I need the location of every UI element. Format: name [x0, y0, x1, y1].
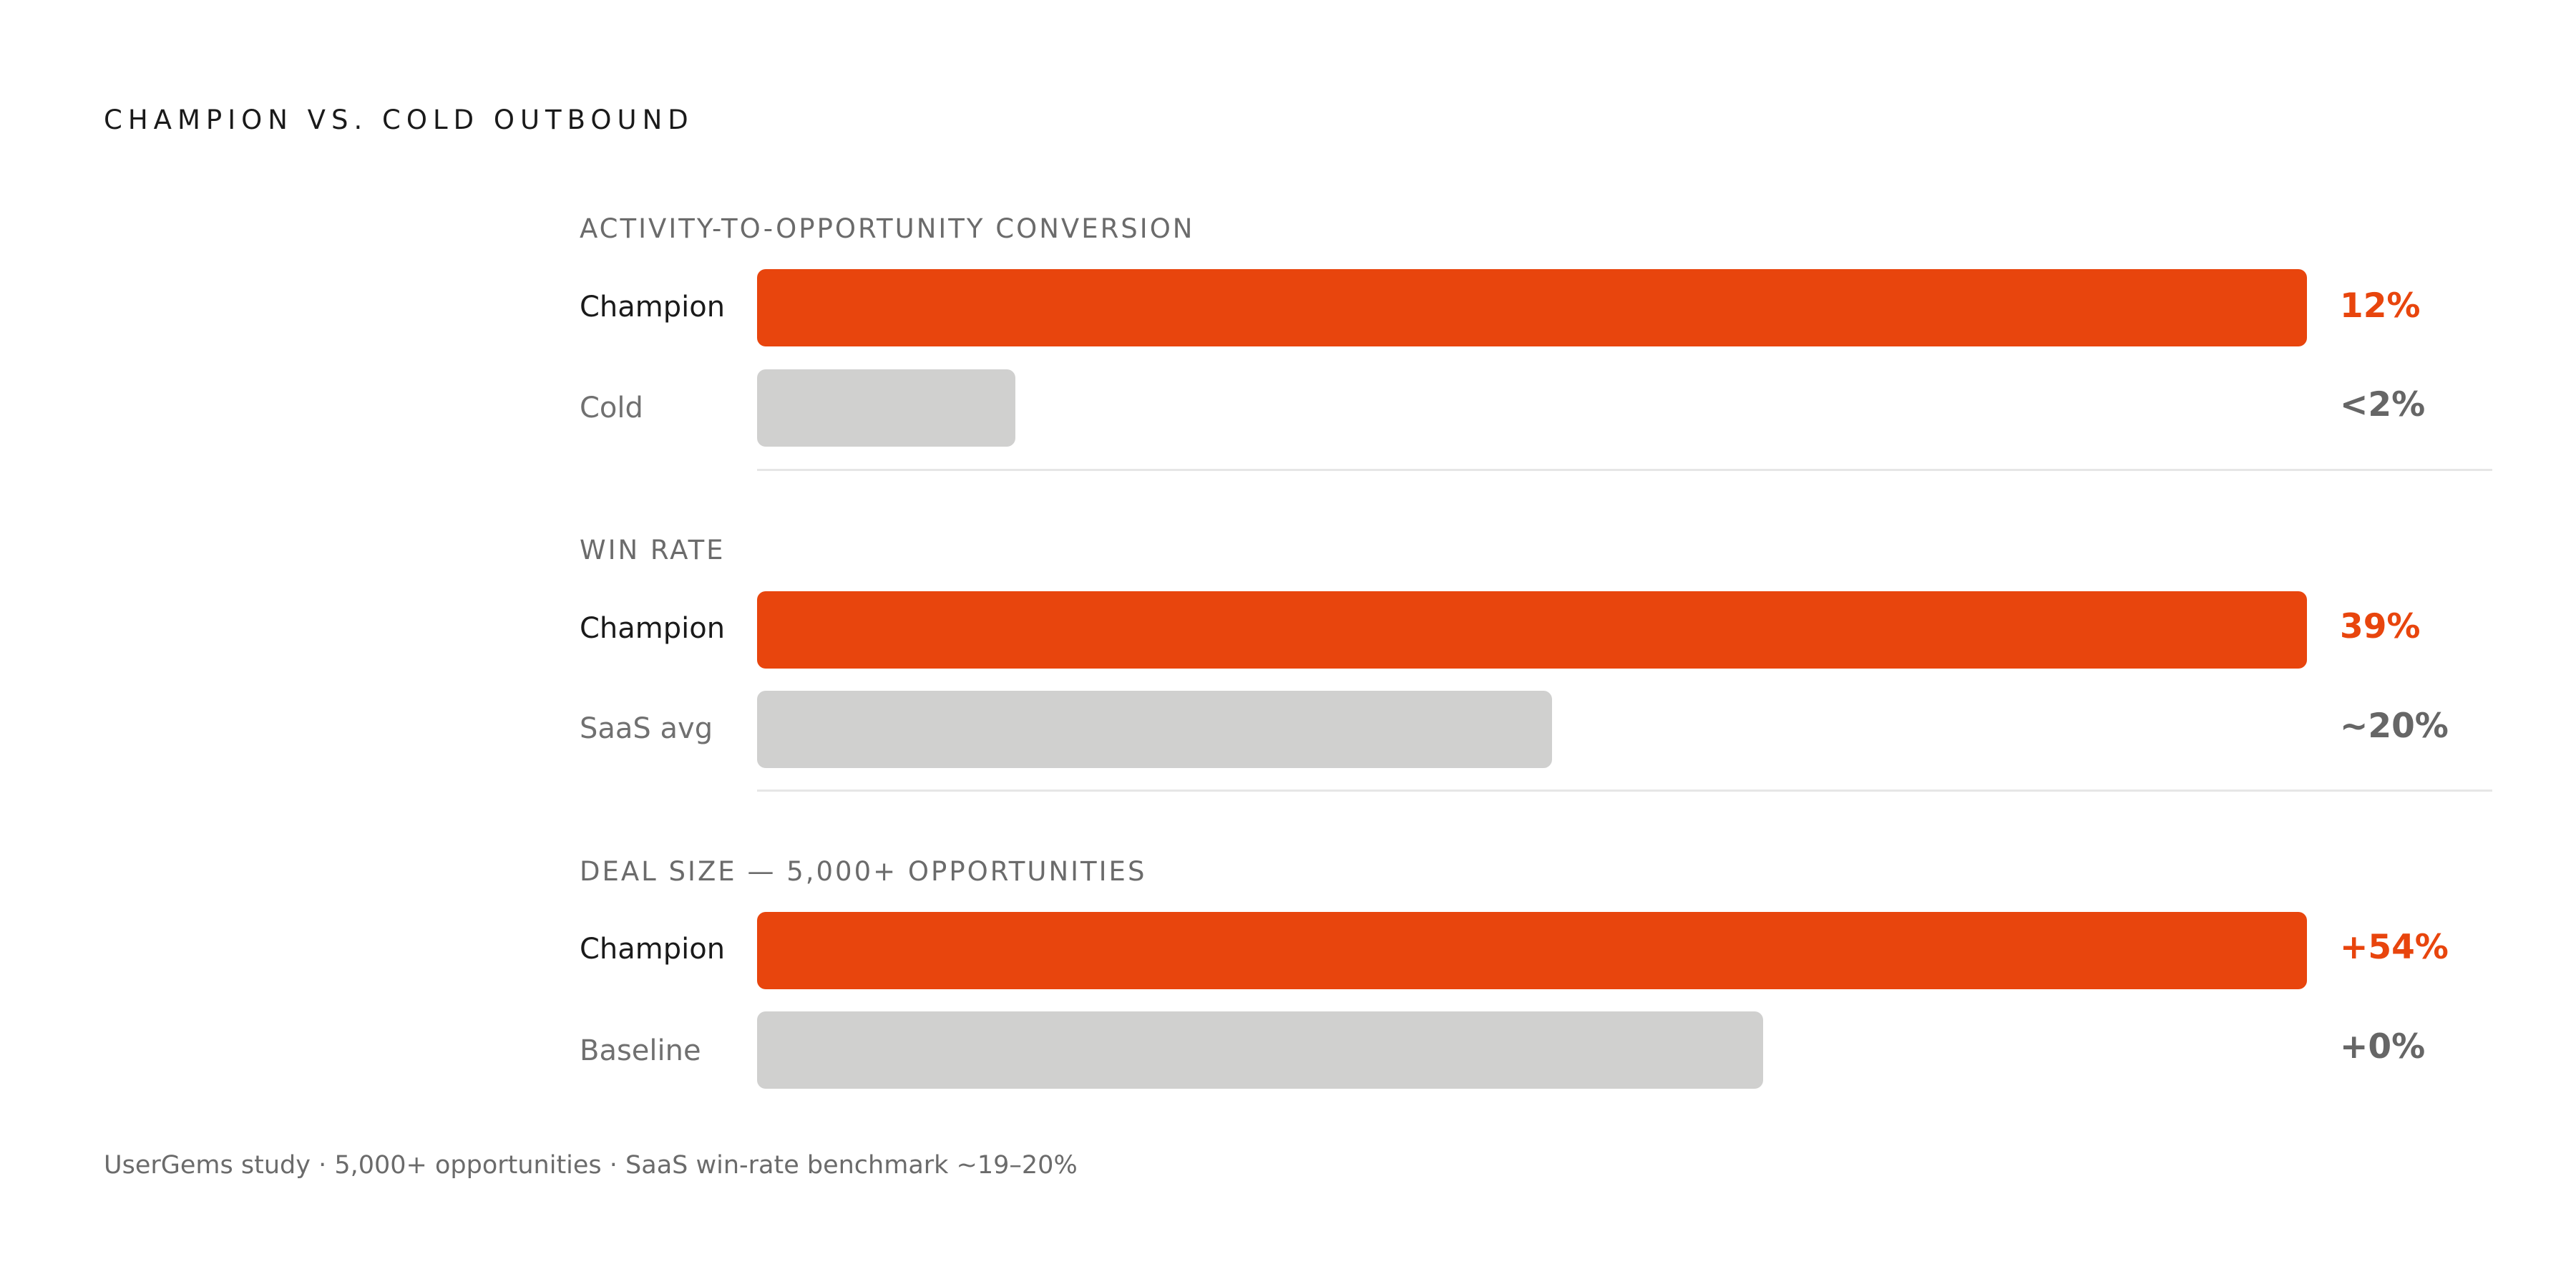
value-label-baseline: <2%	[2340, 385, 2426, 424]
value-label-champion: 39%	[2340, 607, 2421, 646]
bar-baseline	[757, 1011, 1763, 1089]
row-label-baseline: SaaS avg	[580, 712, 713, 745]
value-label-baseline: +0%	[2340, 1027, 2426, 1067]
chart-title: CHAMPION VS. COLD OUTBOUND	[104, 105, 694, 135]
bar-baseline	[757, 691, 1552, 768]
row-label-baseline: Cold	[580, 392, 643, 424]
row-label-champion: Champion	[580, 291, 726, 324]
divider	[757, 790, 2492, 792]
value-label-baseline: ~20%	[2340, 706, 2449, 746]
value-label-champion: +54%	[2340, 928, 2449, 967]
bar-champion	[757, 591, 2307, 669]
row-label-champion: Champion	[580, 612, 726, 645]
divider	[757, 469, 2492, 471]
bar-champion	[757, 912, 2307, 989]
bar-champion	[757, 269, 2307, 346]
row-label-baseline: Baseline	[580, 1034, 701, 1067]
group-title: DEAL SIZE — 5,000+ OPPORTUNITIES	[580, 856, 1147, 887]
footnote: UserGems study · 5,000+ opportunities · …	[104, 1151, 1078, 1180]
group-title: WIN RATE	[580, 535, 726, 565]
bar-baseline	[757, 369, 1015, 447]
value-label-champion: 12%	[2340, 286, 2421, 326]
row-label-champion: Champion	[580, 933, 726, 966]
group-title: ACTIVITY-TO-OPPORTUNITY CONVERSION	[580, 213, 1195, 244]
